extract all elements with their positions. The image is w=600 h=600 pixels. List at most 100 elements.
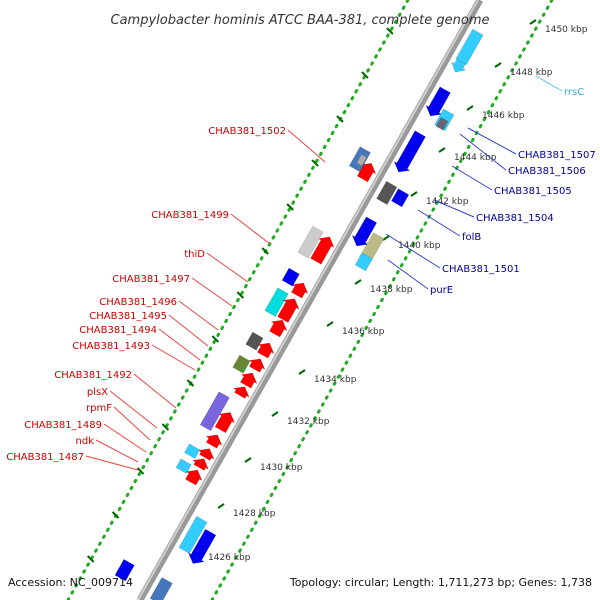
gene-feature <box>297 225 324 259</box>
gene-feature <box>310 236 335 265</box>
genome-summary-text: Topology: circular; Length: 1,711,273 bp… <box>289 576 592 589</box>
leader-line <box>95 439 139 463</box>
leader-line <box>133 373 177 409</box>
leader-line <box>417 209 461 237</box>
tick-label-group: 1426 kbp 1428 kbp 1430 kbp 1432 kbp 1434 kbp… <box>208 25 588 563</box>
major-tick-outer <box>336 115 344 123</box>
major-tick-outer <box>111 511 120 519</box>
gene-feature <box>356 153 368 167</box>
major-tick <box>244 457 252 463</box>
gene-label-forward: CHAB381_1489 <box>24 420 102 431</box>
gene-feature <box>232 354 251 374</box>
major-tick-outer <box>211 335 220 343</box>
major-tick-outer <box>186 379 195 387</box>
gene-feature <box>240 372 258 389</box>
gene-feature <box>257 342 275 359</box>
leader-line <box>103 423 147 453</box>
gene-feature <box>354 252 373 272</box>
tick-label: 1434 kbp <box>314 375 357 385</box>
tick-label: 1448 kbp <box>510 68 553 78</box>
leader-line <box>151 344 196 371</box>
gene-feature <box>291 282 309 299</box>
leader-line <box>206 252 249 283</box>
leader-line <box>168 314 209 347</box>
gene-feature <box>149 577 173 600</box>
gene-label-forward: CHAB381_1496 <box>99 297 177 308</box>
gene-label-forward: thiD <box>184 249 205 260</box>
tick-label: 1432 kbp <box>287 417 330 427</box>
gene-label-forward: CHAB381_1495 <box>89 311 167 322</box>
major-tick <box>438 147 446 153</box>
major-tick <box>529 19 537 25</box>
leader-line <box>385 233 441 269</box>
gene-feature <box>248 358 266 373</box>
gene-feature <box>245 331 264 351</box>
gene-feature <box>425 86 451 117</box>
label-leader-lines <box>85 75 563 471</box>
major-tick <box>494 62 502 68</box>
gene-label-reverse: CHAB381_1506 <box>508 166 586 177</box>
outer-tick-ring <box>66 0 410 600</box>
leader-line <box>178 300 219 331</box>
major-tick-marks <box>86 19 537 563</box>
tick-label: 1426 kbp <box>208 553 251 563</box>
gene-feature <box>205 434 223 449</box>
feature-group <box>114 28 484 600</box>
tick-label: 1450 kbp <box>545 25 588 35</box>
gene-feature <box>184 443 201 459</box>
gene-label-forward: CHAB381_1502 <box>208 126 286 137</box>
inner-tick-ring <box>210 0 554 600</box>
major-tick-outer <box>161 423 170 431</box>
major-tick <box>326 321 334 327</box>
gene-label-forward: CHAB381_1487 <box>6 452 84 463</box>
major-tick <box>298 369 306 375</box>
gene-feature <box>277 298 300 323</box>
genome-backbone-highlight <box>137 0 479 600</box>
leader-line <box>109 390 158 429</box>
gene-label-reverse: rrsC <box>564 87 584 98</box>
leader-line <box>230 213 271 245</box>
major-tick <box>217 503 225 509</box>
map-title: Campylobacter hominis ATCC BAA-381, comp… <box>111 13 490 28</box>
leader-line <box>535 75 563 92</box>
gene-feature <box>214 412 236 434</box>
leader-line <box>387 259 429 290</box>
gene-feature <box>391 188 410 208</box>
major-tick <box>382 235 390 241</box>
gene-label-reverse: CHAB381_1505 <box>494 186 572 197</box>
major-tick <box>271 411 279 417</box>
gene-feature <box>199 391 230 432</box>
gene-feature <box>232 386 250 399</box>
tick-label: 1444 kbp <box>454 153 497 163</box>
gene-feature <box>264 287 289 317</box>
gene-label-reverse: folB <box>462 232 481 243</box>
leader-line <box>467 127 517 155</box>
gene-label-forward: CHAB381_1494 <box>79 325 157 336</box>
gene-feature <box>114 559 135 582</box>
gene-label-forward: CHAB381_1499 <box>151 210 229 221</box>
tick-label: 1446 kbp <box>482 111 525 121</box>
gene-label-forward: CHAB381_1493 <box>72 341 150 352</box>
gene-label-reverse: CHAB381_1507 <box>518 150 596 161</box>
gene-label-reverse: CHAB381_1501 <box>442 264 520 275</box>
gene-feature <box>281 267 300 287</box>
gene-feature <box>435 117 449 131</box>
gene-feature <box>185 469 203 486</box>
leader-line <box>459 133 507 171</box>
accession-text: Accession: NC_009714 <box>8 576 133 589</box>
gene-label-forward: rpmF <box>86 403 112 414</box>
major-tick-outer <box>86 555 95 563</box>
major-tick-outer <box>386 27 394 35</box>
gene-feature <box>376 180 398 205</box>
tick-label: 1436 kbp <box>342 327 385 337</box>
tick-label: 1430 kbp <box>260 463 303 473</box>
leader-line <box>287 129 326 163</box>
gene-label-forward: plsX <box>87 387 108 398</box>
gene-label-forward: ndk <box>76 436 95 447</box>
gene-label-reverse: purE <box>430 285 453 296</box>
gene-feature <box>187 528 217 564</box>
leader-line <box>433 199 475 218</box>
gene-label-reverse: CHAB381_1504 <box>476 213 554 224</box>
